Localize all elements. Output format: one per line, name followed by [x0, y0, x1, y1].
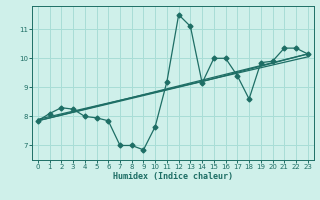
X-axis label: Humidex (Indice chaleur): Humidex (Indice chaleur) [113, 172, 233, 181]
